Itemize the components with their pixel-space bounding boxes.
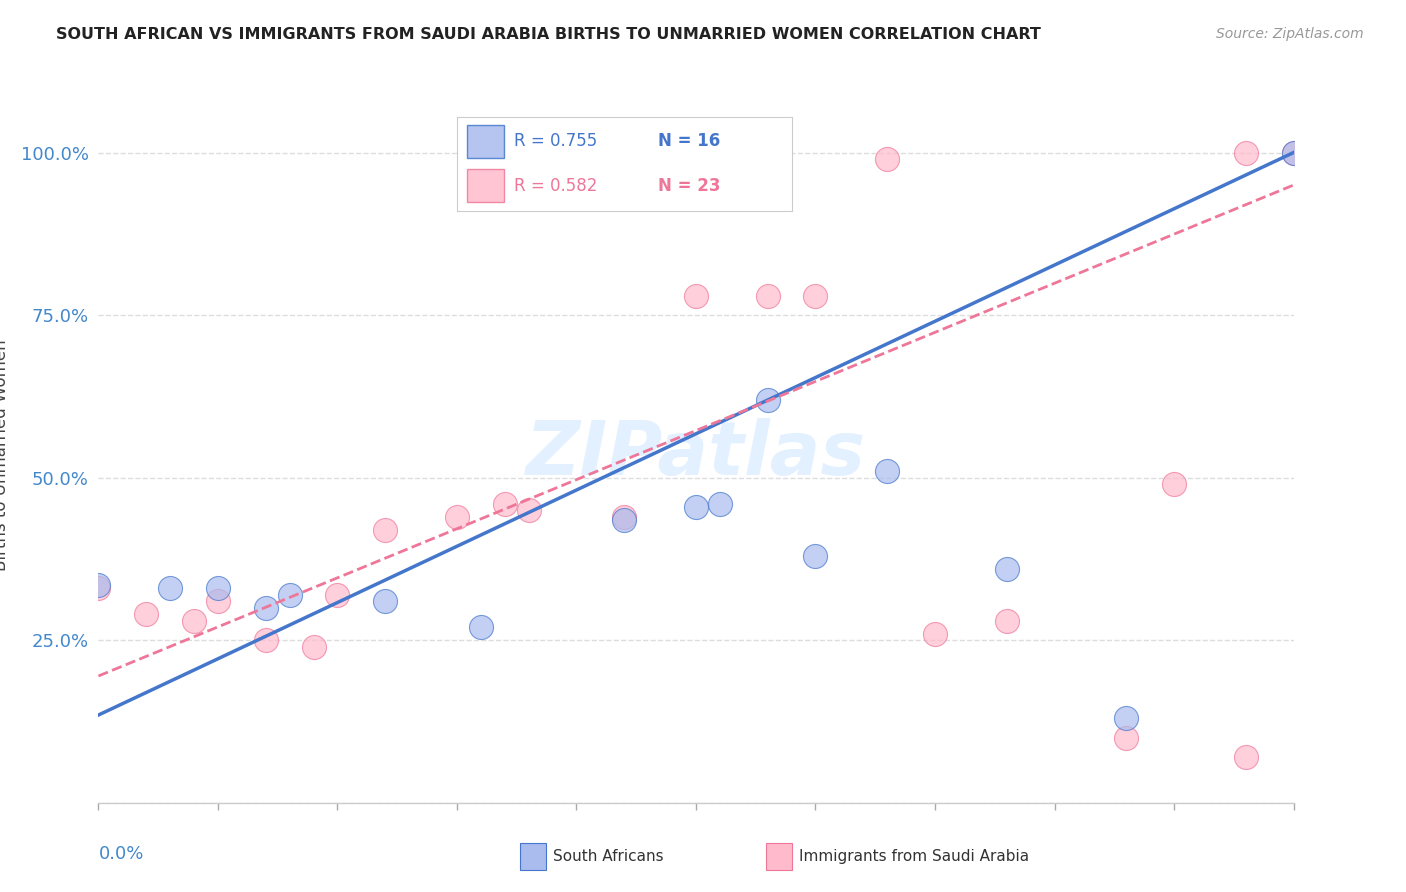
Point: [1115, 731, 1137, 745]
Point: [613, 509, 636, 524]
Point: [1115, 711, 1137, 725]
Text: SOUTH AFRICAN VS IMMIGRANTS FROM SAUDI ARABIA BIRTHS TO UNMARRIED WOMEN CORRELAT: SOUTH AFRICAN VS IMMIGRANTS FROM SAUDI A…: [56, 27, 1040, 42]
Point: [254, 600, 277, 615]
Point: [374, 594, 396, 608]
Text: 0.0%: 0.0%: [98, 845, 143, 863]
Point: [207, 594, 229, 608]
Point: [302, 640, 325, 654]
Point: [613, 513, 636, 527]
Point: [924, 626, 946, 640]
Text: Source: ZipAtlas.com: Source: ZipAtlas.com: [1216, 27, 1364, 41]
Point: [756, 288, 779, 302]
Point: [494, 497, 516, 511]
Text: ZIPatlas: ZIPatlas: [526, 418, 866, 491]
Point: [1282, 145, 1305, 160]
Point: [254, 633, 277, 648]
Point: [207, 581, 229, 595]
Point: [446, 509, 468, 524]
Y-axis label: Births to Unmarried Women: Births to Unmarried Women: [0, 339, 10, 571]
Point: [804, 288, 827, 302]
Point: [876, 152, 898, 166]
Point: [685, 288, 707, 302]
Point: [876, 464, 898, 478]
Point: [1234, 145, 1257, 160]
Point: [995, 614, 1018, 628]
Point: [183, 614, 205, 628]
Point: [135, 607, 157, 622]
Point: [87, 578, 110, 592]
Text: Immigrants from Saudi Arabia: Immigrants from Saudi Arabia: [799, 849, 1029, 863]
Point: [470, 620, 492, 634]
Point: [1282, 145, 1305, 160]
Point: [709, 497, 731, 511]
Point: [1234, 750, 1257, 764]
Point: [1163, 477, 1185, 491]
Point: [685, 500, 707, 514]
Point: [159, 581, 181, 595]
Point: [804, 549, 827, 563]
Point: [517, 503, 540, 517]
Point: [87, 581, 110, 595]
Text: South Africans: South Africans: [553, 849, 664, 863]
Point: [374, 523, 396, 537]
Point: [756, 392, 779, 407]
Point: [278, 588, 301, 602]
Point: [995, 562, 1018, 576]
Point: [326, 588, 349, 602]
